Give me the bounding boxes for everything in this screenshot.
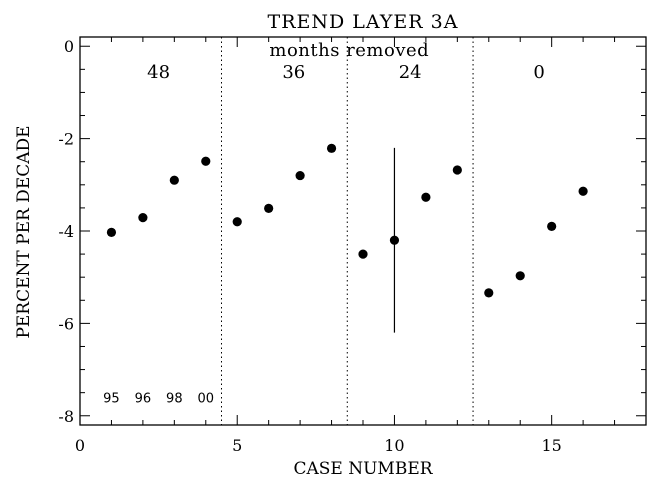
- data-point: [138, 213, 148, 223]
- data-point: [169, 175, 179, 185]
- year-label: 95: [103, 391, 120, 406]
- y-tick-label: -2: [58, 130, 74, 149]
- axis-tick-labels: 0 5 10 15 0 -2 -4 -6 -8: [58, 37, 561, 455]
- data-point: [389, 235, 400, 245]
- annotations: months removed 48 36 24 0 95 96 98 00: [103, 40, 545, 406]
- year-label: 00: [198, 391, 215, 406]
- y-tick-label: -4: [58, 222, 74, 241]
- data-points: [106, 143, 588, 298]
- year-label: 98: [166, 391, 183, 406]
- data-point: [421, 192, 431, 202]
- data-point: [515, 271, 525, 281]
- data-point: [547, 221, 557, 231]
- chart-title: TREND LAYER 3A: [268, 11, 459, 33]
- group-label: 0: [533, 62, 544, 83]
- data-point: [358, 249, 368, 259]
- data-point: [264, 203, 274, 213]
- data-point: [484, 288, 494, 298]
- x-tick-label: 10: [384, 436, 404, 455]
- group-label: 36: [282, 62, 305, 83]
- plot-frame: [79, 36, 647, 426]
- y-tick-label: -8: [58, 407, 74, 426]
- y-tick-label: -6: [58, 314, 74, 333]
- x-tick-label: 0: [75, 436, 85, 455]
- data-point: [326, 143, 337, 153]
- y-tick-label: 0: [64, 37, 74, 56]
- group-label: 24: [399, 62, 422, 83]
- x-tick-label: 15: [541, 436, 561, 455]
- y-axis-label: PERCENT PER DECADE: [14, 125, 34, 338]
- data-point: [452, 165, 462, 175]
- group-dividers: [221, 37, 474, 425]
- data-point: [295, 170, 305, 181]
- data-point: [232, 217, 242, 227]
- data-point: [106, 227, 117, 237]
- year-label: 96: [135, 391, 152, 406]
- axis-ticks: [79, 37, 647, 425]
- x-tick-label: 5: [232, 436, 242, 455]
- group-header-label: months removed: [269, 40, 429, 61]
- data-point: [578, 186, 588, 196]
- data-point: [201, 156, 211, 166]
- group-label: 48: [147, 62, 170, 83]
- x-axis-label: CASE NUMBER: [293, 459, 433, 479]
